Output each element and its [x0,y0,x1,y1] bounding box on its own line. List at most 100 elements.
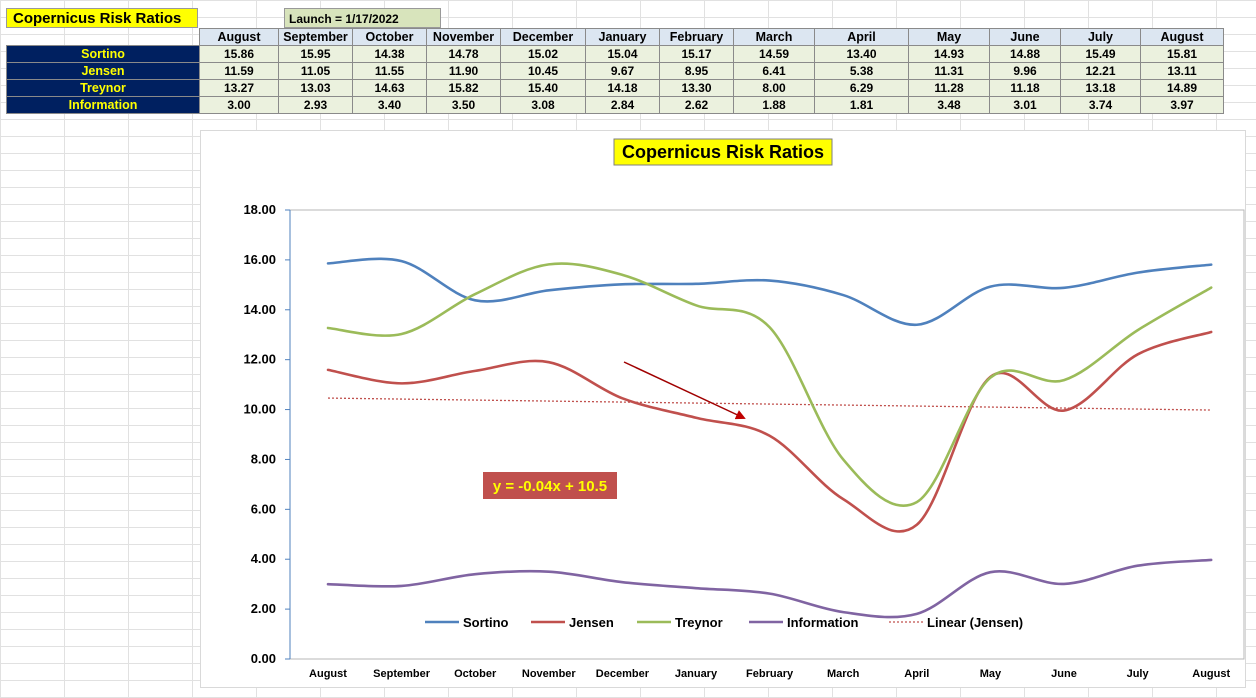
equation-label: y = -0.04x + 10.5 [493,478,607,495]
value-cell[interactable]: 3.00 [199,96,279,114]
value-cell[interactable]: 15.17 [659,45,734,63]
value-cell[interactable]: 3.97 [1140,96,1224,114]
month-header-cell[interactable]: August [1140,28,1224,46]
value-cell[interactable]: 15.82 [426,79,501,97]
value-cell[interactable]: 1.88 [733,96,815,114]
y-tick-label: 8.00 [251,451,276,466]
value-cell[interactable]: 11.05 [278,62,353,80]
table-row: Jensen 11.59 11.05 11.55 11.90 10.45 9.67 8.95 6… [6,62,1224,80]
value-cell[interactable]: 11.59 [199,62,279,80]
legend-entry: Information [787,615,859,630]
chart-area[interactable]: Copernicus Risk Ratios 0.00 2.00 4.00 6.00 8.… [200,130,1246,688]
value-cell[interactable]: 11.55 [352,62,427,80]
month-header-cell[interactable]: March [733,28,815,46]
value-cell[interactable]: 11.90 [426,62,501,80]
value-cell[interactable]: 2.84 [585,96,660,114]
equation-label-box [483,472,617,499]
row-label-cell[interactable]: Jensen [6,62,200,80]
value-cell[interactable]: 15.49 [1060,45,1141,63]
value-cell[interactable]: 14.88 [989,45,1061,63]
month-header-cell[interactable]: January [585,28,660,46]
value-cell[interactable]: 12.21 [1060,62,1141,80]
value-cell[interactable]: 14.38 [352,45,427,63]
value-cell[interactable]: 13.40 [814,45,909,63]
value-cell[interactable]: 15.81 [1140,45,1224,63]
x-tick-label: August [309,668,347,680]
value-cell[interactable]: 13.03 [278,79,353,97]
value-cell[interactable]: 13.27 [199,79,279,97]
table-row: Sortino 15.86 15.95 14.38 14.78 15.02 15.04 15.… [6,45,1224,63]
value-cell[interactable]: 14.63 [352,79,427,97]
y-tick-label: 18.00 [243,202,276,217]
value-cell[interactable]: 15.95 [278,45,353,63]
y-tick-label: 12.00 [243,352,276,367]
value-cell[interactable]: 9.96 [989,62,1061,80]
value-cell[interactable]: 6.29 [814,79,909,97]
month-header-cell[interactable]: October [352,28,427,46]
value-cell[interactable]: 3.08 [500,96,586,114]
row-label-cell[interactable]: Information [6,96,200,114]
corner-cell [7,29,200,46]
month-header-cell[interactable]: June [989,28,1061,46]
value-cell[interactable]: 11.28 [908,79,990,97]
value-cell[interactable]: 8.00 [733,79,815,97]
value-cell[interactable]: 14.89 [1140,79,1224,97]
value-cell[interactable]: 14.59 [733,45,815,63]
value-cell[interactable]: 3.40 [352,96,427,114]
value-cell[interactable]: 14.18 [585,79,660,97]
y-tick-label: 2.00 [251,601,276,616]
annotation-arrow [623,361,746,420]
x-tick-label: October [454,668,497,680]
value-cell[interactable]: 10.45 [500,62,586,80]
x-tick-label: January [675,668,718,680]
value-cell[interactable]: 3.50 [426,96,501,114]
month-header-cell[interactable]: February [659,28,734,46]
value-cell[interactable]: 14.78 [426,45,501,63]
value-cell[interactable]: 15.86 [199,45,279,63]
value-cell[interactable]: 13.18 [1060,79,1141,97]
x-tick-label: November [522,668,577,680]
value-cell[interactable]: 3.01 [989,96,1061,114]
value-cell[interactable]: 11.31 [908,62,990,80]
value-cell[interactable]: 5.38 [814,62,909,80]
value-cell[interactable]: 13.11 [1140,62,1224,80]
value-cell[interactable]: 11.18 [989,79,1061,97]
value-cell[interactable]: 1.81 [814,96,909,114]
value-cell[interactable]: 3.48 [908,96,990,114]
month-header-cell[interactable]: May [908,28,990,46]
series-line-information [326,558,1213,619]
row-label-cell[interactable]: Sortino [6,45,200,63]
value-cell[interactable]: 15.04 [585,45,660,63]
value-cell[interactable]: 2.62 [659,96,734,114]
month-header-cell[interactable]: April [814,28,909,46]
month-header-cell[interactable]: August [199,28,279,46]
month-header-cell[interactable]: September [278,28,353,46]
trendline-jensen [327,397,1212,411]
x-tick-label: February [746,668,794,680]
risk-ratio-line-chart[interactable]: Copernicus Risk Ratios 0.00 2.00 4.00 6.00 8.… [201,131,1247,689]
sheet-title-cell[interactable]: Copernicus Risk Ratios [6,8,198,28]
legend-entry: Linear (Jensen) [927,615,1023,630]
month-header-cell[interactable]: July [1060,28,1141,46]
y-tick-label: 0.00 [251,651,276,666]
value-cell[interactable]: 3.74 [1060,96,1141,114]
y-tick-label: 14.00 [243,302,276,317]
launch-date-cell[interactable]: Launch = 1/17/2022 [284,8,441,28]
value-cell[interactable]: 14.93 [908,45,990,63]
value-cell[interactable]: 15.40 [500,79,586,97]
x-tick-label: March [827,668,860,680]
value-cell[interactable]: 8.95 [659,62,734,80]
chart-title: Copernicus Risk Ratios [622,142,824,162]
table-row: Treynor 13.27 13.03 14.63 15.82 15.40 14.18 13.… [6,79,1224,97]
value-cell[interactable]: 9.67 [585,62,660,80]
month-header-cell[interactable]: December [500,28,586,46]
value-cell[interactable]: 13.30 [659,79,734,97]
value-cell[interactable]: 15.02 [500,45,586,63]
legend-entry: Treynor [675,615,723,630]
month-header-cell[interactable]: November [426,28,501,46]
month-header-row: August September October November December Ja… [7,28,1224,46]
value-cell[interactable]: 2.93 [278,96,353,114]
legend-entry: Sortino [463,615,509,630]
value-cell[interactable]: 6.41 [733,62,815,80]
row-label-cell[interactable]: Treynor [6,79,200,97]
